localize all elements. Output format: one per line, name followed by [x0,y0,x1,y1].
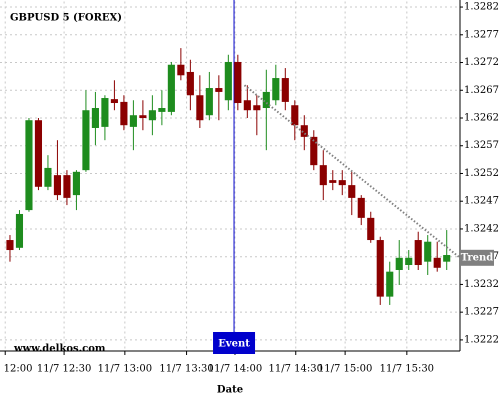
candle-body [262,91,270,109]
candle-body [53,175,62,196]
y-tick-label: 1.3277 [464,29,499,40]
candle-body [386,271,394,297]
candle-body [110,99,118,104]
x-tick-label: 11/7 14:30 [269,364,323,375]
candle-body [82,110,90,171]
candle-body [405,257,413,266]
candle-body [139,115,147,118]
candle-body [120,101,128,126]
watermark: www.delkos.com [13,344,106,355]
y-tick-label: 1.3282 [464,2,499,13]
candle-body [63,175,71,198]
candle-body [15,213,24,248]
candle-body [281,78,289,102]
y-tick-label: 1.3227 [464,307,499,318]
candle-body [205,88,213,116]
y-tick-label: 1.3257 [464,140,499,151]
candle-body [414,240,422,266]
candle-body [186,71,194,96]
candle-body [129,115,137,127]
candle-body [395,257,403,271]
candle-body [177,64,185,76]
candle-body [272,78,280,101]
candle-body [72,171,80,196]
x-tick-label: 11/7 15:00 [318,364,372,375]
y-tick-label: 1.3222 [464,334,499,345]
candle-body [348,185,356,198]
candle-body [319,165,327,186]
candle-body [196,95,204,121]
x-tick-label: 11/7 12:00 [0,364,32,375]
candle-body [101,98,109,127]
candle-body [6,240,14,251]
candle-body [167,64,175,112]
candle-body [376,240,384,297]
trend-label-box [460,249,494,266]
candle-body [91,108,99,128]
candle-body [34,120,43,187]
chart-title: GBPUSD 5 (FOREX) [10,13,122,24]
event-label-box [213,332,256,354]
candle-body [338,180,346,186]
x-tick-label: 11/7 13:00 [98,364,152,375]
candle-body [291,105,299,126]
x-tick-label: 11/7 12:30 [37,364,91,375]
candle-body [443,255,451,262]
candle-body [25,120,33,211]
candle-body [357,197,365,218]
trend-label: Trend [461,252,494,263]
y-tick-label: 1.3247 [464,196,499,207]
x-tick-label: 11/7 14:00 [208,364,262,375]
y-tick-label: 1.3272 [464,57,499,68]
candle-body [253,105,261,111]
y-tick-label: 1.3262 [464,113,499,124]
x-tick-label: 11/7 13:30 [159,364,213,375]
candle-body [243,100,251,111]
candle-body [224,61,232,101]
y-tick-label: 1.3267 [464,85,499,96]
candle-body [300,125,308,137]
x-axis-title: Date [217,385,243,396]
candle-body [44,167,52,187]
candle-body [424,241,432,262]
candle-body [158,108,166,112]
candle-body [329,180,337,183]
candle-body [367,217,375,241]
trend-line [243,84,461,259]
candle-body [148,110,156,121]
candle-body [234,61,242,104]
x-tick-label: 11/7 15:30 [380,364,434,375]
candle-body [215,88,223,92]
candle-body [433,257,441,268]
candle-body [310,136,318,166]
y-tick-label: 1.3232 [464,279,499,290]
y-tick-label: 1.3242 [464,223,499,234]
y-tick-label: 1.3252 [464,168,499,179]
event-label: Event [218,339,250,350]
